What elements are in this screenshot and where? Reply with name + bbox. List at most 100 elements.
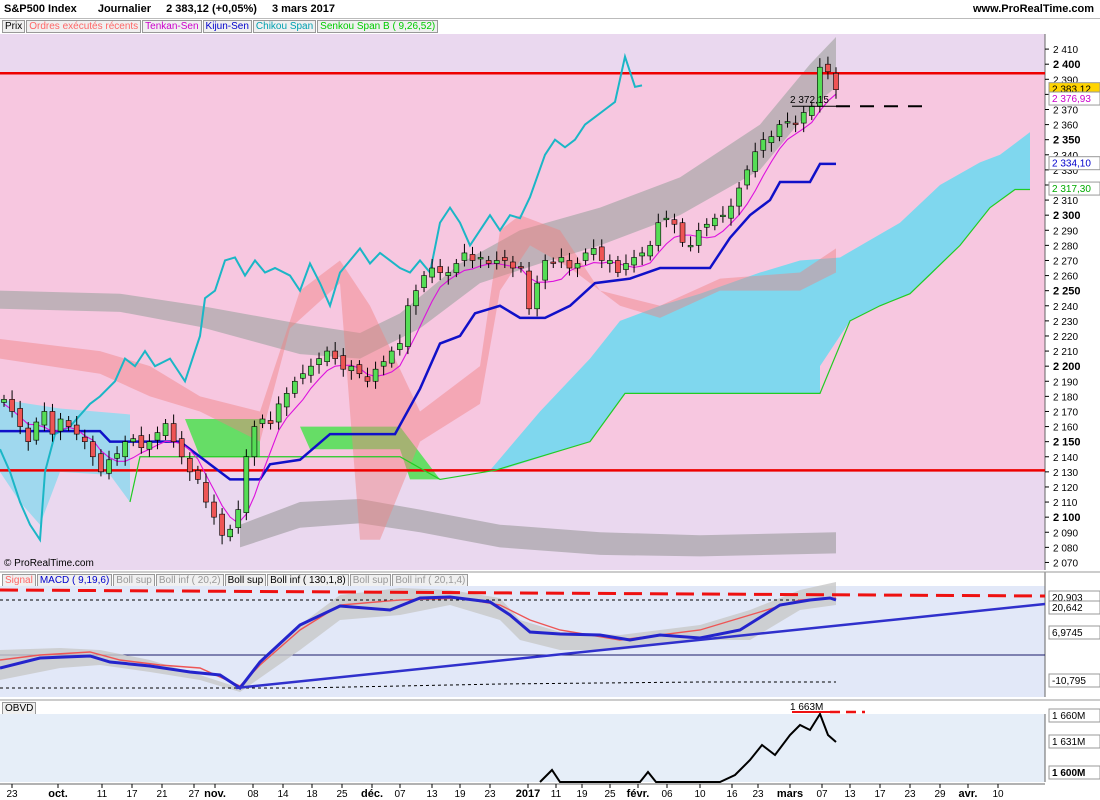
candle-body <box>598 246 605 261</box>
candle-body <box>372 368 379 382</box>
macd-tag-box <box>1048 600 1100 615</box>
x-axis-label: 11 <box>551 789 562 800</box>
candle-body <box>130 438 137 442</box>
macd-tag-label: 6,9745 <box>1052 628 1083 639</box>
candle-body <box>752 151 759 172</box>
candle-body <box>98 453 104 473</box>
candle-body <box>679 222 686 243</box>
candle-body <box>429 267 435 278</box>
candle-body <box>243 456 250 513</box>
price-legend: Prix Ordres exécutés récents Tenkan-Sen Kij… <box>2 20 439 33</box>
candle-body <box>695 229 702 246</box>
candle-body <box>25 427 32 442</box>
chart-date: 3 mars 2017 <box>271 3 335 15</box>
price-axis-label: 2 390 <box>1053 75 1078 86</box>
candle-body <box>445 272 452 276</box>
candle-body <box>461 252 468 261</box>
x-axis-label: 25 <box>604 789 616 800</box>
candle-body <box>122 441 128 458</box>
ichimoku-cloud-green <box>185 419 260 457</box>
price-legend-item[interactable]: Prix <box>2 20 26 33</box>
candle-body <box>647 245 654 257</box>
candle-body <box>106 459 112 474</box>
x-axis-label: 14 <box>277 789 289 800</box>
x-axis-label: 21 <box>156 789 168 800</box>
candle-body <box>590 248 597 255</box>
price-axis-label: 2 310 <box>1053 196 1078 207</box>
price-axis-label: 2 270 <box>1053 256 1078 267</box>
candle-body <box>49 411 56 435</box>
obv-panel <box>0 714 1045 782</box>
site-url[interactable]: www.ProRealTime.com <box>972 3 1094 15</box>
candle-body <box>712 217 718 227</box>
x-axis-label: oct. <box>48 788 68 800</box>
candle-body <box>776 124 783 137</box>
candle-body <box>534 282 540 310</box>
candle-body <box>348 365 355 371</box>
x-axis-label: 08 <box>247 789 259 800</box>
candle-body <box>607 260 613 264</box>
x-axis-label: 17 <box>126 789 138 800</box>
x-axis-label: nov. <box>204 788 226 800</box>
x-axis-label: 23 <box>904 789 916 800</box>
x-axis-label: 19 <box>454 789 466 800</box>
candle-body <box>291 380 298 394</box>
candle-body <box>203 482 209 503</box>
price-tag-box <box>1048 181 1100 196</box>
candle-body <box>1 399 7 403</box>
symbol-name: S&P500 Index <box>4 3 77 15</box>
price-legend-item[interactable]: Ordres exécutés récents <box>26 20 142 33</box>
macd-legend: Signal MACD ( 9,19,6) Boll sup Boll inf ( 2… <box>2 574 469 587</box>
candle-body <box>760 139 767 151</box>
price-legend-item[interactable]: Kijun-Sen <box>202 20 252 33</box>
x-axis-label: 07 <box>394 789 406 800</box>
x-axis-label: 23 <box>752 789 764 800</box>
candle-body <box>316 358 322 365</box>
price-tag-box <box>1048 91 1100 106</box>
price-axis-label: 2 170 <box>1053 407 1078 418</box>
price-axis-label: 2 150 <box>1053 437 1081 449</box>
price-legend-item[interactable]: Chikou Span <box>252 20 317 33</box>
candle-body <box>219 513 225 536</box>
x-axis-label: 17 <box>874 789 886 800</box>
candle-body <box>413 290 419 307</box>
candle-body <box>195 470 201 480</box>
price-axis-label: 2 100 <box>1053 512 1081 524</box>
candle-body <box>340 355 347 370</box>
price-axis-label: 2 140 <box>1053 453 1078 464</box>
x-axis-label: févr. <box>627 788 650 800</box>
candle-body <box>792 122 799 125</box>
candle-body <box>550 261 557 264</box>
macd-bollinger-inf <box>0 681 836 689</box>
candle-body <box>275 403 282 423</box>
x-axis-label: 16 <box>726 789 738 800</box>
period: Journalier <box>97 3 152 15</box>
candle-body <box>518 266 524 269</box>
candle-body <box>453 263 460 273</box>
candle-body <box>639 252 645 257</box>
macd-tag-label: -10,795 <box>1052 676 1086 687</box>
price-axis-label: 2 160 <box>1053 423 1078 434</box>
candle-body <box>671 219 678 225</box>
candle-body <box>655 222 662 246</box>
price-legend-item[interactable]: Senkou Span B ( 9,26,52) <box>317 20 439 33</box>
candle-body <box>356 364 363 375</box>
price-axis-label: 2 400 <box>1053 59 1081 71</box>
macd-tag-box <box>1048 673 1100 688</box>
x-axis-label: 19 <box>576 789 588 800</box>
candle-body <box>833 72 839 90</box>
candle-body <box>405 305 411 347</box>
x-axis-label: 25 <box>336 789 348 800</box>
price-tag-box <box>1048 156 1100 171</box>
x-axis-label: 13 <box>844 789 856 800</box>
candle-body <box>558 257 565 263</box>
x-axis-label: mars <box>777 788 803 800</box>
price-legend-item[interactable]: Tenkan-Sen <box>142 20 202 33</box>
price-axis-label: 2 290 <box>1053 226 1078 237</box>
candle-body <box>388 350 395 364</box>
candle-body <box>170 423 177 442</box>
price-axis-label: 2 210 <box>1053 347 1078 358</box>
candle-body <box>211 501 217 518</box>
candle-body <box>162 423 169 436</box>
